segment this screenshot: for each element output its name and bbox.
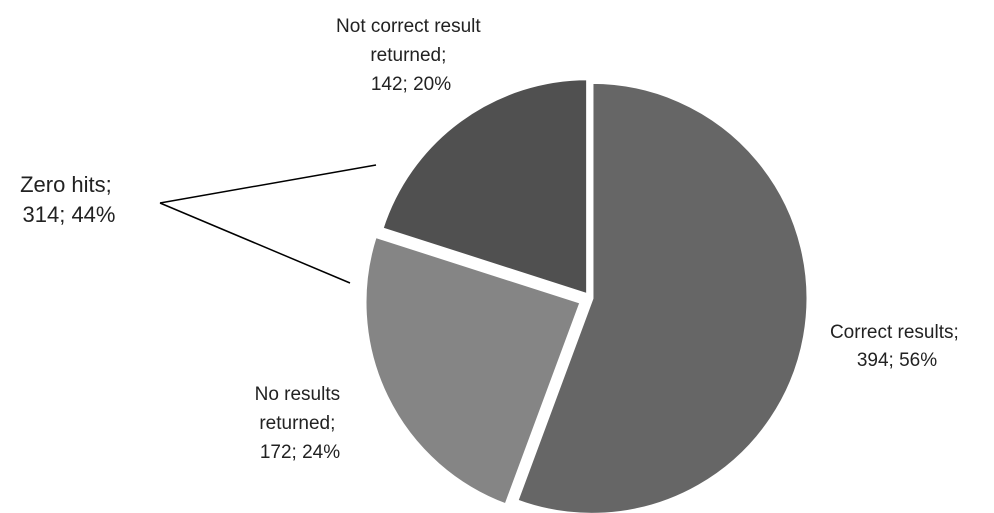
slice-correct-results [514, 80, 810, 513]
group-label-zero-hits: Zero hits; 314; 44% [20, 172, 118, 227]
zero-hits-leader-line-lower [159, 202, 351, 284]
slice-label-no-results-returned: No results returned; 172; 24% [255, 384, 346, 463]
slice-not-correct-result-returned [380, 77, 590, 297]
pie-slices [363, 77, 810, 513]
slice-label-correct-results: Correct results; 394; 56% [830, 322, 964, 371]
slice-label-not-correct-result-returned: Not correct result returned; 142; 20% [336, 16, 486, 95]
zero-hits-leader-line-upper [159, 164, 377, 204]
slice-no-results-returned [363, 234, 583, 507]
